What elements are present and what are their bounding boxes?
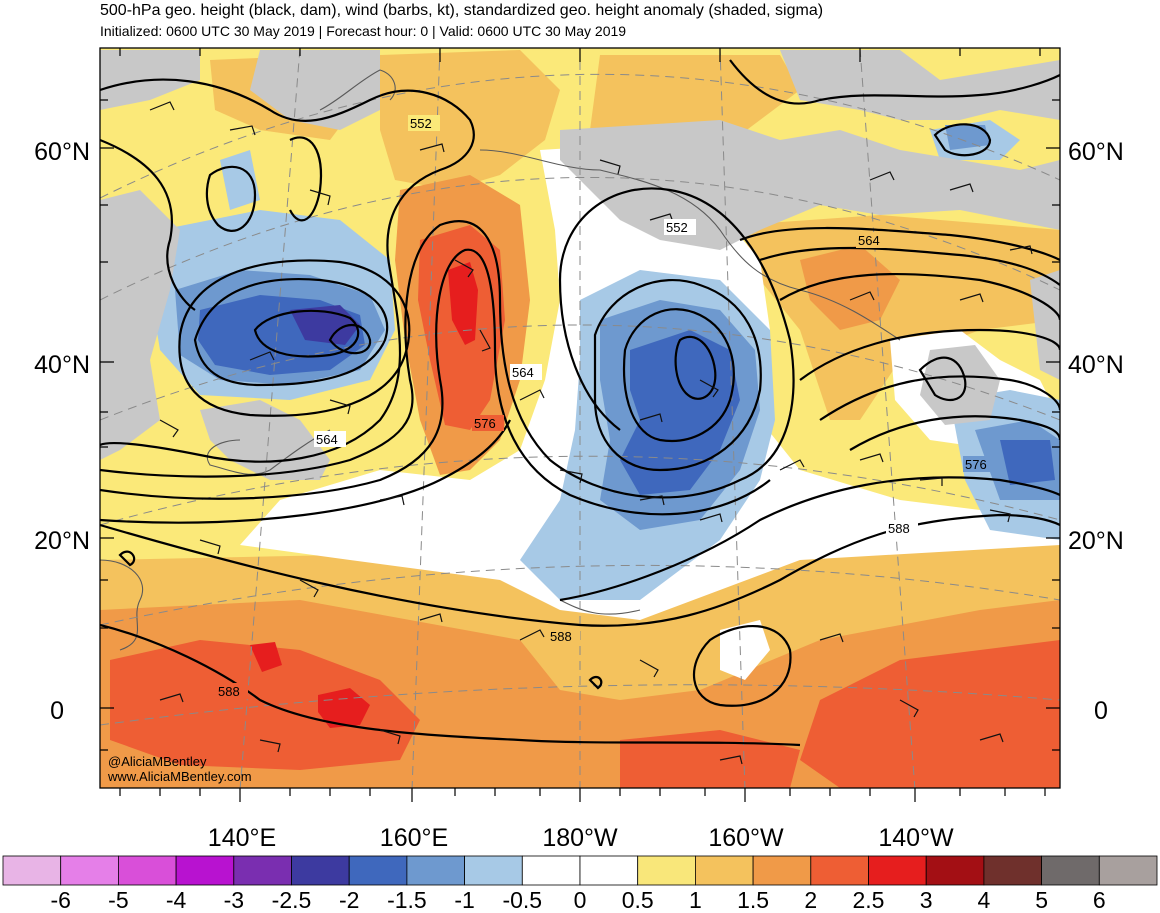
colorbar-tick-label: 2 [804, 887, 817, 913]
lon-label: 180°W [542, 824, 618, 852]
lon-label: 140°W [878, 824, 954, 852]
colorbar-swatch [579, 855, 639, 886]
frame-ticks [100, 48, 1060, 802]
colorbar-swatch [118, 855, 177, 886]
contour-label: 588 [218, 684, 240, 699]
contour-label: 576 [965, 457, 987, 472]
colorbar-tick-label: 0 [574, 887, 587, 913]
colorbar-tick-label: -1 [454, 887, 474, 913]
colorbar-swatch [868, 855, 927, 886]
map-subtitle: Initialized: 0600 UTC 30 May 2019 | Fore… [100, 23, 627, 39]
colorbar-swatch [637, 855, 696, 886]
longitude-labels: 140°E 160°E 180°W 160°W 140°W [208, 824, 954, 852]
colorbar-swatch [348, 855, 408, 886]
colorbar-swatch [233, 855, 292, 886]
latitude-labels: 60°N 40°N 20°N 0 60°N 40°N 20°N 0 [34, 138, 1124, 725]
colorbar-swatch [752, 855, 812, 886]
colorbar-tick-label: -1.5 [387, 887, 427, 913]
colorbar-tick-label: 5 [1035, 887, 1048, 913]
coastlines [100, 69, 901, 651]
lat-label-left: 40°N [34, 351, 90, 379]
lat-label-left: 0 [50, 697, 64, 725]
map-title: 500-hPa geo. height (black, dam), wind (… [100, 2, 824, 19]
lat-label-right: 40°N [1068, 351, 1124, 379]
colorbar-swatch [2, 855, 62, 886]
contour-label: 588 [550, 629, 572, 644]
colorbar-swatch [983, 855, 1043, 886]
contour-label: 576 [474, 416, 496, 431]
contour-label-group: 552 552 564 564 564 576 576 588 588 588 [216, 115, 995, 699]
graticule [100, 48, 1060, 788]
colorbar-tick-label: -2 [339, 887, 359, 913]
contour-label: 564 [512, 365, 534, 380]
colorbar-tick-label: -2.5 [272, 887, 312, 913]
lat-label-right: 20°N [1068, 527, 1124, 555]
contour-label: 588 [888, 521, 910, 536]
colorbar-swatch [925, 855, 985, 886]
credit-handle: @AliciaMBentley [108, 754, 207, 769]
colorbar-swatch [810, 855, 869, 886]
colorbar-swatch [464, 855, 523, 886]
anomaly-3-regions [250, 262, 478, 728]
wind-barbs [149, 101, 1033, 765]
colorbar-tick-label: 1.5 [737, 887, 769, 913]
colorbar-tick-label: -6 [50, 887, 70, 913]
colorbar-tick-label: 3 [920, 887, 933, 913]
colorbar [2, 855, 1158, 886]
colorbar-swatch [60, 855, 119, 886]
colorbar-swatch [1041, 855, 1100, 886]
colorbar-tick-label: 4 [978, 887, 991, 913]
colorbar-tick-label: -5 [108, 887, 128, 913]
colorbar-swatch [1098, 855, 1158, 886]
map-panel: 552 552 564 564 564 576 576 588 588 588 … [100, 48, 1060, 788]
height-contours [100, 59, 1060, 747]
contour-label: 552 [410, 116, 432, 131]
lat-label-left: 60°N [34, 138, 90, 166]
contour-label: 564 [858, 233, 880, 248]
colorbar-tick-label: -3 [224, 887, 244, 913]
lon-label: 140°E [208, 824, 276, 852]
colorbar-tick-label: 1 [689, 887, 702, 913]
colorbar-tick-label: 2.5 [853, 887, 885, 913]
colorbar-tick-label: 6 [1093, 887, 1106, 913]
lon-label: 160°W [708, 824, 784, 852]
colorbar-swatch [521, 855, 581, 886]
colorbar-tick-label: -0.5 [502, 887, 542, 913]
contour-label: 564 [316, 432, 338, 447]
lat-label-left: 20°N [34, 527, 90, 555]
colorbar-swatch [406, 855, 465, 886]
colorbar-swatch [175, 855, 235, 886]
colorbar-tick-label: -4 [166, 887, 187, 913]
colorbar-ticks: -6 -5 -4 -3 -2.5 -2 -1.5 -1 -0.5 0 0.5 1 1.5 2 2.5 3 4 5 6 [50, 887, 1105, 913]
lat-label-right: 0 [1094, 697, 1108, 725]
lon-label: 160°E [380, 824, 448, 852]
colorbar-tick-label: 0.5 [622, 887, 654, 913]
credit-website: www.AliciaMBentley.com [107, 769, 252, 784]
lat-label-right: 60°N [1068, 138, 1124, 166]
colorbar-swatch [291, 855, 350, 886]
colorbar-swatch [695, 855, 754, 886]
contour-label: 552 [666, 220, 688, 235]
